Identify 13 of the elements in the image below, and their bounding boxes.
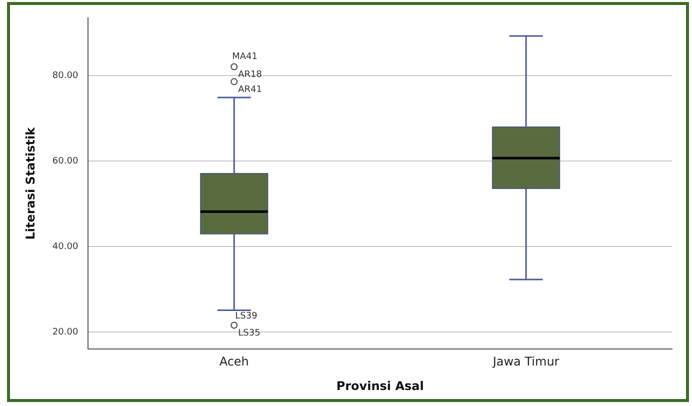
annotation: AR41 [238, 85, 262, 96]
y-axis-title: Literasi Statistik [23, 126, 38, 240]
y-tick-label: 40.00 [52, 242, 78, 252]
annotation: LS39 [235, 312, 258, 322]
x-tick-label: Jawa Timur [492, 354, 560, 369]
y-tick-label: 20.00 [52, 327, 78, 338]
y-tick-label: 60.00 [52, 156, 78, 167]
annotation: MA41 [232, 52, 258, 62]
annotation: AR18 [238, 70, 262, 80]
x-axis-title: Provinsi Asal [336, 378, 424, 393]
y-tick-label: 80.00 [52, 71, 78, 82]
x-tick-label: Aceh [219, 354, 249, 369]
annotation: LS35 [238, 328, 260, 339]
